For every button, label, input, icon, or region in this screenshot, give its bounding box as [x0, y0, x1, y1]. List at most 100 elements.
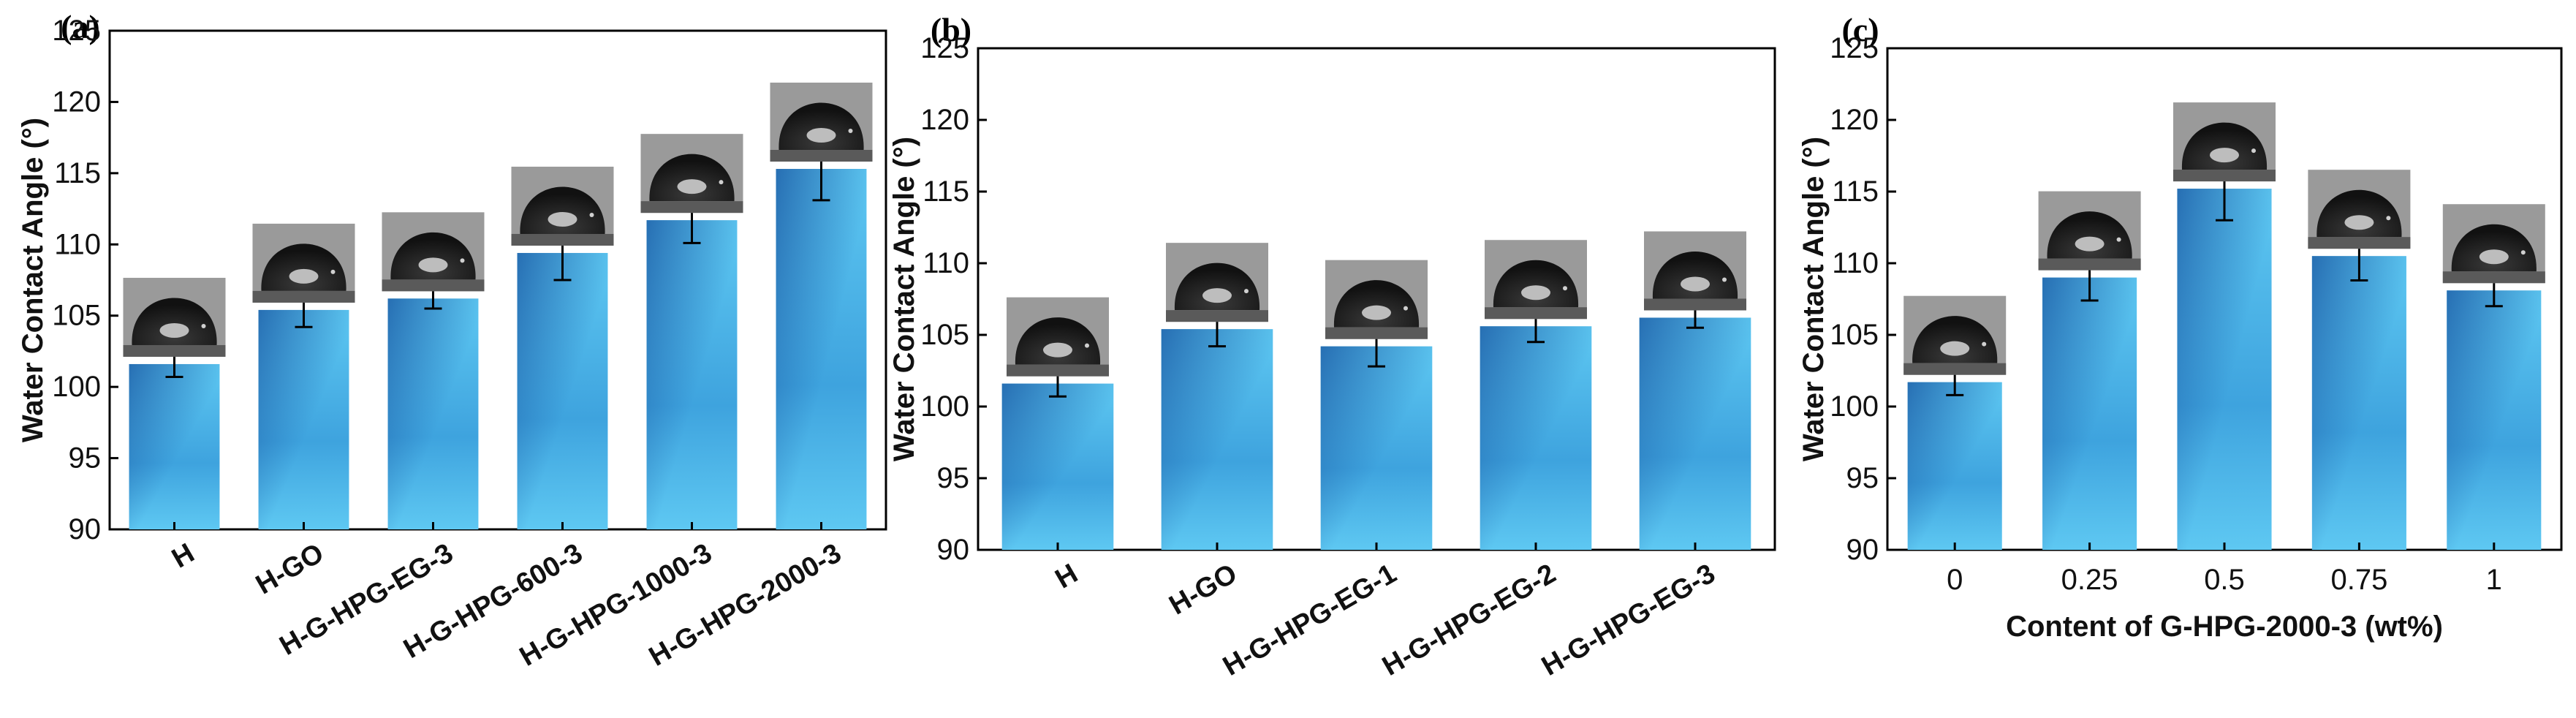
- droplet-photo: [1903, 295, 2007, 375]
- substrate: [382, 279, 485, 292]
- substrate: [1166, 310, 1268, 322]
- water-droplet: [520, 186, 605, 234]
- bar-shading: [2311, 256, 2406, 550]
- y-tick-label: 115: [54, 157, 101, 189]
- droplet-reflection: [1521, 285, 1550, 301]
- droplet-glint: [1722, 277, 1727, 282]
- y-tick-label: 95: [1846, 462, 1879, 494]
- y-tick-label: 100: [52, 371, 101, 403]
- droplet-reflection: [1681, 276, 1710, 292]
- droplet-photo: [640, 134, 743, 213]
- x-tick-label: 0.5: [2204, 564, 2245, 596]
- droplet-glint: [1563, 286, 1567, 291]
- water-droplet: [390, 232, 476, 280]
- droplet-photo: [1007, 297, 1109, 377]
- plot-frame: [108, 29, 887, 531]
- droplet-reflection: [418, 257, 448, 273]
- droplet-photo: [252, 223, 355, 303]
- y-tick-label: 95: [937, 462, 970, 494]
- panel-c: (c) 90 95 100 105 110 115 120 125 Water Contact A…: [1797, 11, 2563, 643]
- water-droplet: [1333, 280, 1420, 328]
- bar-shading: [517, 252, 608, 529]
- x-tick-label: H-GO: [1164, 558, 1243, 621]
- y-tick-label: 110: [1832, 247, 1879, 279]
- droplet-photo: [123, 277, 226, 357]
- y-tick-label: 95: [69, 442, 102, 475]
- water-droplet: [649, 154, 735, 202]
- droplet-glint: [1403, 306, 1408, 311]
- droplet-reflection: [2479, 249, 2509, 265]
- droplet-glint: [848, 129, 853, 134]
- bar-shading: [387, 298, 479, 529]
- droplet-photo: [2173, 102, 2276, 182]
- droplet-glint: [330, 269, 336, 274]
- substrate: [1007, 364, 1109, 377]
- water-droplet: [2316, 189, 2402, 238]
- droplet-glint: [201, 323, 206, 328]
- droplet-reflection: [289, 268, 319, 284]
- x-axis-title: Content of G-HPG-2000-3 (wt%): [2006, 611, 2443, 643]
- droplet-reflection: [1202, 288, 1232, 303]
- y-tick-label: 110: [54, 228, 101, 260]
- droplet-photo: [770, 83, 873, 162]
- x-tick-label: H-G-HPG-EG-1: [1218, 558, 1401, 681]
- y-tick-label: 120: [920, 104, 969, 136]
- droplet-reflection: [806, 128, 836, 143]
- panel-label: (a): [61, 8, 100, 45]
- substrate: [123, 344, 226, 357]
- water-droplet: [2451, 224, 2537, 272]
- y-tick-label: 115: [1832, 175, 1879, 208]
- droplet-photo: [382, 212, 485, 292]
- bar-shading: [646, 220, 738, 529]
- substrate: [2308, 237, 2411, 249]
- water-droplet: [779, 102, 864, 151]
- droplet-reflection: [677, 179, 707, 194]
- y-tick-label: 90: [1846, 534, 1879, 566]
- y-tick-label: 125: [1830, 32, 1879, 64]
- droplet-glint: [2520, 250, 2526, 255]
- y-tick-label: 100: [1830, 390, 1879, 423]
- panel-label: (c): [1841, 11, 1879, 48]
- x-tick-label: 0: [1947, 564, 1963, 596]
- water-droplet: [1912, 316, 1998, 363]
- y-axis-title: Water Contact Angle (°): [17, 118, 49, 442]
- substrate: [770, 150, 873, 162]
- water-droplet: [1652, 251, 1738, 299]
- water-droplet: [1174, 262, 1260, 311]
- panel-a: (a) 90 95 100 105 110 115 120 125 Water Contact A…: [17, 8, 887, 673]
- droplet-reflection: [548, 211, 577, 227]
- droplet-reflection: [1043, 342, 1072, 358]
- droplet-reflection: [2210, 148, 2239, 163]
- water-droplet: [1493, 260, 1579, 308]
- bar-shading: [1907, 382, 2002, 550]
- droplet-glint: [1244, 289, 1249, 294]
- bar-shading: [2042, 277, 2137, 550]
- water-droplet: [132, 298, 217, 345]
- droplet-glint: [1085, 343, 1089, 348]
- droplet-reflection: [1940, 341, 1970, 356]
- y-tick-label: 125: [52, 15, 101, 47]
- droplet-photo: [1166, 243, 1268, 322]
- substrate: [2173, 170, 2276, 182]
- x-tick-label: H: [167, 537, 200, 574]
- bar-shading: [1161, 329, 1273, 550]
- substrate: [511, 233, 614, 246]
- droplet-reflection: [2075, 236, 2105, 252]
- y-tick-label: 105: [920, 319, 969, 351]
- bar-shading: [2177, 189, 2272, 550]
- substrate: [252, 290, 355, 303]
- droplet-glint: [2386, 216, 2391, 221]
- x-tick-label: H-G-HPG-EG-2: [1377, 558, 1561, 681]
- bar-shading: [1480, 326, 1592, 550]
- bar-shading: [129, 363, 220, 529]
- droplet-photo: [1325, 260, 1428, 339]
- droplet-reflection: [159, 322, 189, 338]
- droplet-glint: [1982, 341, 1987, 347]
- substrate: [1485, 307, 1587, 320]
- y-tick-label: 100: [920, 390, 969, 423]
- panel-label: (b): [931, 11, 971, 48]
- substrate: [1325, 327, 1428, 339]
- droplet-reflection: [1362, 305, 1391, 320]
